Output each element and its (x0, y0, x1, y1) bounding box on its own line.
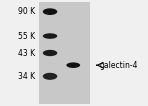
Text: galectin-4: galectin-4 (100, 61, 139, 70)
Ellipse shape (43, 50, 57, 56)
Text: 43 K: 43 K (18, 49, 35, 57)
Text: 55 K: 55 K (18, 32, 35, 40)
Bar (39, 2, 90, 104)
Ellipse shape (43, 33, 57, 39)
Text: 34 K: 34 K (18, 72, 35, 81)
Ellipse shape (66, 62, 80, 68)
Ellipse shape (43, 8, 57, 15)
Text: 90 K: 90 K (18, 7, 35, 16)
Ellipse shape (43, 73, 57, 80)
